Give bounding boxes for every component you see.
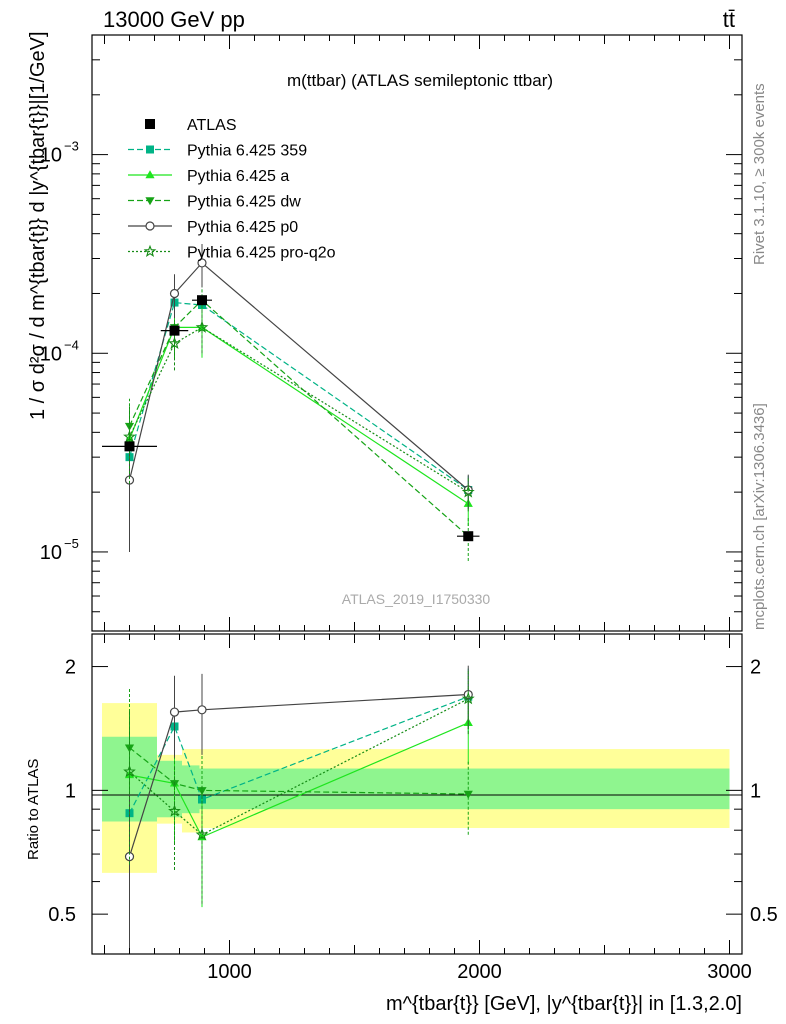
series-line-p0 xyxy=(128,262,469,491)
series-point-q2o xyxy=(123,430,136,443)
legend-marker-a xyxy=(145,170,155,179)
legend-marker-p359 xyxy=(146,145,154,154)
analysis-watermark: ATLAS_2019_I1750330 xyxy=(342,591,491,607)
series-line-a xyxy=(128,326,469,505)
main-series-group xyxy=(123,243,475,562)
legend-label-p0: Pythia 6.425 p0 xyxy=(187,219,298,236)
x-tick-label: 3000 xyxy=(707,961,752,983)
legend: ATLAS Pythia 6.425 359 Pythia 6.425 a Pythi… xyxy=(128,117,336,262)
data-point xyxy=(463,531,474,542)
legend-marker-data xyxy=(145,119,155,129)
ratio-band-inner xyxy=(157,760,182,818)
main-plot-frame xyxy=(91,34,743,632)
series-line-dw xyxy=(128,299,469,537)
legend-label-data: ATLAS xyxy=(187,117,237,134)
main-y-tick-label: 10 xyxy=(40,145,62,167)
ratio-point-q2o xyxy=(168,804,181,817)
ratio-point-q2o xyxy=(461,692,475,705)
series-a xyxy=(124,304,473,527)
x-axis-label: m^{tbar{t}} [GeV], |y^{tbar{t}}| in [1.3… xyxy=(386,993,742,1015)
ratio-band-inner xyxy=(182,765,200,814)
series-p359 xyxy=(125,281,473,523)
ratio-line-p0 xyxy=(128,693,469,857)
side-label-mcplots: mcplots.cern.ch [arXiv:1306.3436] xyxy=(751,403,768,630)
legend-label-dw: Pythia 6.425 dw xyxy=(187,194,301,211)
main-y-tick-exponent: −4 xyxy=(64,337,79,352)
main-y-tick-exponent: −5 xyxy=(64,536,79,551)
ratio-y-tick-label-right: 0.5 xyxy=(750,904,778,926)
main-y-axis-label: 1 / σ d²σ / d m^{tbar{t}} d |y^{tbar{t}}… xyxy=(27,31,49,420)
ratio-y-tick-label: 2 xyxy=(65,657,76,679)
ratio-axis-ticks: 0.5 0.5 1 1 2 2 1000 2000 3000 xyxy=(48,634,778,983)
main-y-tick-label: 10 xyxy=(40,343,62,365)
legend-label-p359: Pythia 6.425 359 xyxy=(187,143,307,160)
x-tick-label: 2000 xyxy=(457,961,502,983)
header-final-state: tt̄ xyxy=(723,7,735,32)
ratio-point-q2o xyxy=(123,764,136,778)
series-point-p0 xyxy=(169,288,180,299)
series-p0 xyxy=(124,243,473,552)
ratio-band-inner xyxy=(199,768,730,810)
ratio-y-tick-label-right: 2 xyxy=(750,657,761,679)
ratio-band-group xyxy=(102,703,730,873)
ratio-plot: 0.5 0.5 1 1 2 2 1000 2000 3000 Ratio to ATLAS m^… xyxy=(25,633,778,1015)
legend-marker-q2o xyxy=(143,244,157,257)
legend-marker-dw xyxy=(145,197,155,206)
ratio-series-q2o xyxy=(123,669,475,904)
series-line-p359 xyxy=(128,301,469,491)
main-axis-ticks: 10−510−410−3 xyxy=(40,34,742,632)
series-point-q2o xyxy=(195,320,209,333)
main-y-tick-label: 10 xyxy=(40,542,62,564)
ratio-point-dw xyxy=(463,790,473,799)
series-point-q2o xyxy=(461,485,475,498)
main-y-tick-exponent: −3 xyxy=(64,139,79,154)
legend-label-a: Pythia 6.425 a xyxy=(187,168,289,185)
ratio-series-group xyxy=(123,665,475,953)
legend-label-q2o: Pythia 6.425 pro-q2o xyxy=(187,245,336,262)
series-line-q2o xyxy=(128,326,469,493)
header-process: 13000 GeV pp xyxy=(103,7,245,32)
ratio-y-axis-label: Ratio to ATLAS xyxy=(25,759,42,860)
plot-title: m(ttbar) (ATLAS semileptonic ttbar) xyxy=(287,71,553,90)
main-plot: 10−510−410−3 m(ttbar) (ATLAS semileptoni… xyxy=(27,31,743,632)
ratio-y-tick-label-right: 1 xyxy=(750,780,761,802)
series-q2o xyxy=(123,307,475,512)
ratio-y-tick-label: 0.5 xyxy=(48,904,76,926)
series-point-p0 xyxy=(197,258,207,268)
ratio-y-tick-label: 1 xyxy=(65,780,76,802)
ratio-point-p0 xyxy=(197,705,207,715)
ratio-line-p359 xyxy=(128,696,469,814)
ratio-point-p0 xyxy=(169,707,180,717)
data-point xyxy=(197,295,207,306)
series-dw xyxy=(124,279,473,562)
legend-marker-p0 xyxy=(145,221,155,231)
ratio-plot-frame xyxy=(91,633,743,955)
data-point xyxy=(124,441,135,452)
ratio-line-dw xyxy=(129,747,469,795)
series-point-q2o xyxy=(168,336,181,349)
x-tick-label: 1000 xyxy=(207,961,252,983)
main-data-group xyxy=(102,295,480,542)
ratio-line-q2o xyxy=(129,698,469,836)
data-point xyxy=(169,325,180,336)
ratio-line-a xyxy=(129,722,469,838)
side-label-rivet: Rivet 3.1.10, ≥ 300k events xyxy=(751,83,768,265)
ratio-point-q2o xyxy=(195,827,209,841)
